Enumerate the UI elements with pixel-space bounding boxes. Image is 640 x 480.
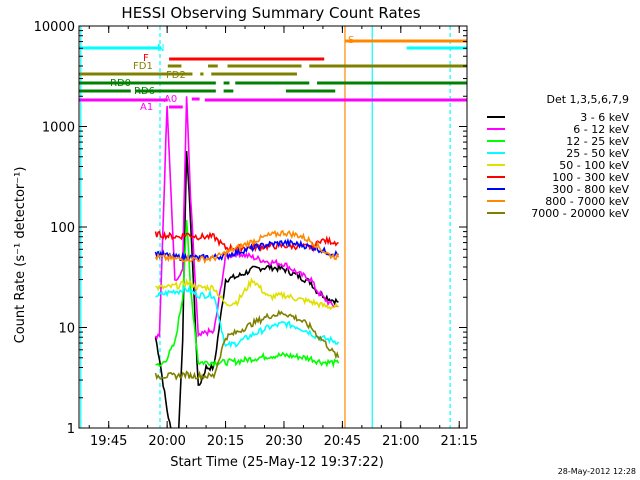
flag-label: RD0	[110, 78, 131, 89]
y-tick-label: 10	[58, 322, 75, 337]
series-line	[154, 151, 339, 428]
legend-entry-label: 50 - 100 keV	[559, 159, 629, 172]
legend-title: Det 1,3,5,6,7,9	[546, 93, 629, 106]
legend-entry-label: 300 - 800 keV	[552, 183, 629, 196]
flag-label: F	[143, 53, 149, 64]
legend-entry-label: 6 - 12 keV	[573, 123, 629, 136]
series-line	[155, 284, 340, 349]
flag-label: A0	[164, 94, 177, 105]
y-tick-label: 1000	[42, 121, 75, 136]
flag-label: A1	[140, 102, 153, 113]
x-tick-label: 20:45	[324, 434, 361, 449]
chart-title: HESSI Observing Summary Count Rates	[121, 4, 420, 22]
flag-label: N	[157, 43, 164, 54]
series-layer	[154, 96, 340, 428]
series-line	[155, 276, 340, 311]
flag-label: FD1	[133, 61, 153, 72]
x-tick-label: 20:00	[148, 434, 185, 449]
x-tick-label: 19:45	[90, 434, 127, 449]
x-tick-label: 20:15	[207, 434, 244, 449]
flag-label: RD6	[134, 86, 155, 97]
legend-entry-label: 7000 - 20000 keV	[531, 207, 629, 220]
legend-entry-label: 3 - 6 keV	[580, 111, 629, 124]
x-tick-label: 21:15	[440, 434, 477, 449]
series-line	[154, 96, 339, 341]
footer-timestamp: 28-May-2012 12:28	[558, 467, 636, 476]
y-axis-label: Count Rate (s⁻¹ detector⁻¹)	[13, 167, 28, 344]
flag-label: S	[348, 35, 354, 46]
series-line	[154, 229, 340, 265]
legend-entry-label: 12 - 25 keV	[566, 135, 629, 148]
axes: 19:45 20:00 20:15 20:30 20:45 21:00 21:15 1 10 10…	[34, 20, 478, 449]
series-line	[154, 237, 339, 263]
x-tick-label: 21:00	[382, 434, 419, 449]
y-tick-label: 1	[67, 422, 75, 437]
flag-label: FD2	[166, 70, 186, 81]
y-tick-label: 10000	[34, 20, 75, 35]
series-line	[155, 219, 340, 369]
y-tick-label: 100	[50, 221, 75, 236]
legend-entry-label: 800 - 7000 keV	[545, 195, 629, 208]
legend-entry-label: 100 - 300 keV	[552, 171, 629, 184]
x-axis-label: Start Time (25-May-12 19:37:22)	[170, 455, 384, 470]
series-line	[154, 309, 340, 382]
x-tick-label: 20:30	[265, 434, 302, 449]
legend-entry-label: 25 - 50 keV	[566, 147, 629, 160]
